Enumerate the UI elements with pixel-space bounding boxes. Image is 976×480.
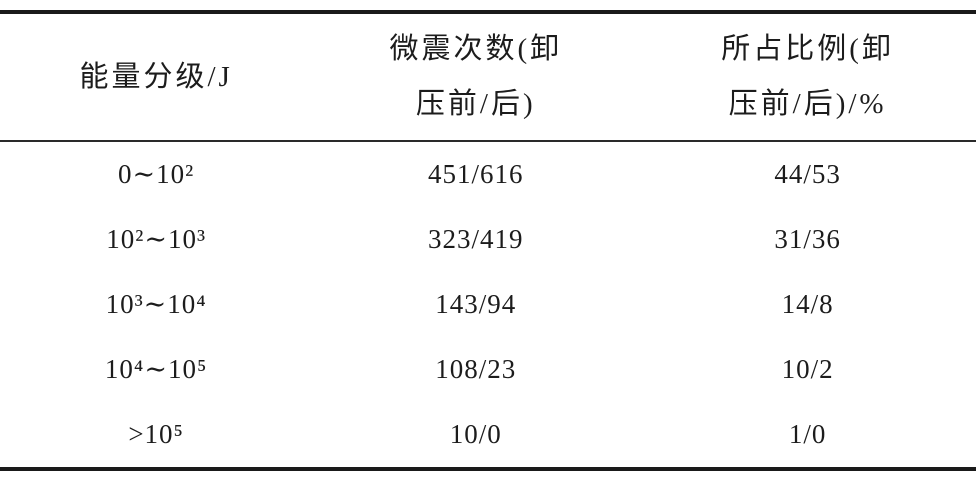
table-row: 0∼10² 451/616 44/53 bbox=[0, 142, 976, 207]
table-row: 10²∼10³ 323/419 31/36 bbox=[0, 207, 976, 272]
count-value: 10/0 bbox=[449, 419, 502, 449]
table-row: 10⁴∼10⁵ 108/23 10/2 bbox=[0, 337, 976, 402]
header-energy-level: 能量分级/J bbox=[79, 60, 233, 93]
ratio-value: 31/36 bbox=[774, 224, 841, 254]
ratio-value: 14/8 bbox=[781, 289, 834, 319]
energy-classification-table: 能量分级/J 微震次数(卸 压前/后) 所占比例(卸 压前/后)/% 0∼10²… bbox=[0, 10, 976, 471]
table-row: 10³∼10⁴ 143/94 14/8 bbox=[0, 272, 976, 337]
count-value: 143/94 bbox=[435, 289, 517, 319]
table-row: >10⁵ 10/0 1/0 bbox=[0, 402, 976, 467]
energy-range-value: 10³∼10⁴ bbox=[105, 289, 207, 319]
energy-range-value: 10⁴∼10⁵ bbox=[104, 354, 208, 384]
energy-range-value: 10²∼10³ bbox=[106, 224, 207, 254]
table-header-separator bbox=[0, 140, 976, 142]
ratio-value: 44/53 bbox=[774, 159, 841, 189]
energy-range-value: >10⁵ bbox=[128, 419, 184, 449]
count-value: 108/23 bbox=[435, 354, 517, 384]
count-value: 323/419 bbox=[428, 224, 524, 254]
header-microseismic-count: 微震次数(卸 压前/后) bbox=[389, 33, 563, 120]
table-header-row: 能量分级/J 微震次数(卸 压前/后) 所占比例(卸 压前/后)/% bbox=[0, 14, 976, 140]
count-value: 451/616 bbox=[428, 159, 524, 189]
ratio-value: 10/2 bbox=[781, 354, 834, 384]
header-proportion: 所占比例(卸 压前/后)/% bbox=[721, 33, 894, 120]
table-bottom-rule bbox=[0, 467, 976, 471]
ratio-value: 1/0 bbox=[788, 419, 827, 449]
table-top-rule bbox=[0, 10, 976, 14]
energy-range-value: 0∼10² bbox=[118, 159, 195, 189]
